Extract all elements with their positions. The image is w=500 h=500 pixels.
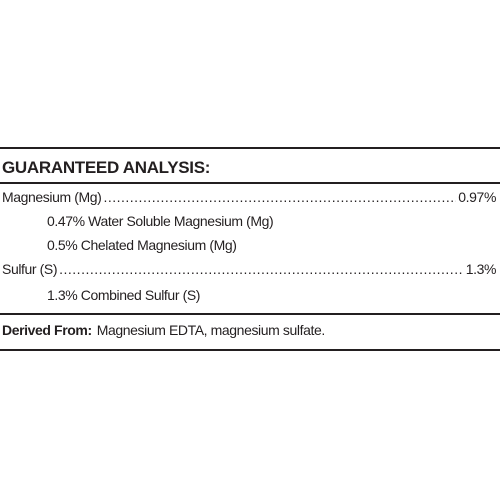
- row-label: 0.47% Water Soluble Magnesium (Mg): [47, 213, 274, 229]
- row-label: 1.3% Combined Sulfur (S): [47, 287, 201, 303]
- row: Sulfur (S) 1.3%: [2, 261, 496, 277]
- sub-row: 1.3% Combined Sulfur (S): [47, 287, 500, 303]
- row: Magnesium (Mg) 0.97%: [2, 189, 496, 205]
- sub-row: 0.5% Chelated Magnesium (Mg): [47, 237, 500, 253]
- footer: Derived From: Magnesium EDTA, magnesium …: [2, 322, 496, 338]
- top-rule: [0, 147, 500, 149]
- sub-row: 0.47% Water Soluble Magnesium (Mg): [47, 213, 500, 229]
- title-rule: [0, 182, 500, 184]
- row-value: 0.97%: [458, 189, 496, 205]
- dot-leader: [59, 261, 464, 277]
- footer-text: Magnesium EDTA, magnesium sulfate.: [96, 322, 326, 338]
- row-label: Sulfur (S): [2, 261, 58, 277]
- footer-label: Derived From:: [2, 322, 92, 338]
- bottom-rule: [0, 349, 500, 351]
- footer-rule: [0, 313, 500, 315]
- row-label: Magnesium (Mg): [2, 189, 102, 205]
- row-label: 0.5% Chelated Magnesium (Mg): [47, 237, 237, 253]
- row-value: 1.3%: [465, 261, 497, 277]
- dot-leader: [103, 189, 456, 205]
- title: GUARANTEED ANALYSIS:: [2, 158, 211, 177]
